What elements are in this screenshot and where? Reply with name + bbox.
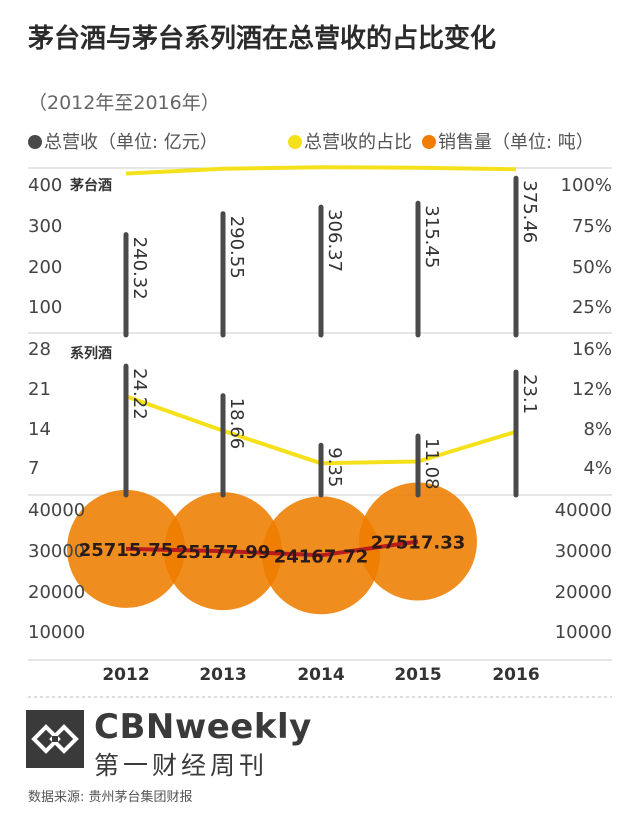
data-source: 数据来源: 贵州茅台集团财报 xyxy=(28,790,193,805)
panel0-right-tick-2: 50% xyxy=(572,257,612,278)
sales-value-label-2012: 25715.75 xyxy=(79,540,174,561)
panel0-label: 茅台酒 xyxy=(70,177,112,194)
panel0-value-label-2012: 240.32 xyxy=(129,237,150,300)
x-tick-2016: 2016 xyxy=(492,665,539,685)
panel1-value-label-2012: 24.22 xyxy=(129,368,150,420)
text-layer: 400 300 200 100 100% 75% 50% 25% 茅台酒 240.32 290.55… xyxy=(28,175,612,685)
panel0-value-label-2015: 315.45 xyxy=(421,205,442,268)
panel1-label: 系列酒 xyxy=(70,345,112,362)
chart-title: 茅台酒与茅台系列酒在总营收的占比变化 xyxy=(28,24,497,54)
sales-left-tick-3: 10000 xyxy=(28,622,85,643)
panel1-right-tick-0: 16% xyxy=(572,339,612,360)
sales-left-tick-1: 30000 xyxy=(28,541,85,562)
legend-label-share: 总营收的占比 xyxy=(304,132,412,153)
panel0-left-tick-3: 100 xyxy=(28,297,62,318)
panel1-left-tick-0: 28 xyxy=(28,339,51,360)
legend-dot-sales xyxy=(422,135,436,149)
legend-label-revenue: 总营收（单位: 亿元） xyxy=(44,132,218,153)
legend-dot-revenue xyxy=(28,135,42,149)
panel1-right-tick-1: 12% xyxy=(572,379,612,400)
legend-item-sales: 销售量（单位: 吨） xyxy=(422,128,594,154)
sales-left-tick-0: 40000 xyxy=(28,500,85,521)
legend-item-revenue: 总营收（单位: 亿元） xyxy=(28,128,218,154)
sales-right-tick-0: 40000 xyxy=(555,500,612,521)
sales-right-tick-3: 10000 xyxy=(555,622,612,643)
panel0-right-tick-0: 100% xyxy=(561,175,612,196)
panel1-left-tick-3: 7 xyxy=(28,458,39,479)
sales-right-tick-1: 30000 xyxy=(555,541,612,562)
cbn-logo-icon xyxy=(26,710,84,768)
panel0-right-tick-3: 25% xyxy=(572,297,612,318)
panel1-right-tick-3: 4% xyxy=(583,458,612,479)
sales-right-tick-2: 20000 xyxy=(555,582,612,603)
x-tick-2013: 2013 xyxy=(199,665,246,685)
panel1-value-label-2014: 9.35 xyxy=(324,447,345,487)
sales-value-label-2015: 27517.33 xyxy=(371,532,466,553)
panel1-right-tick-2: 8% xyxy=(583,419,612,440)
bar-layer xyxy=(123,175,519,498)
panel0-right-tick-1: 75% xyxy=(572,216,612,237)
legend-dot-share xyxy=(288,135,302,149)
panel1-value-label-2013: 18.66 xyxy=(226,398,247,450)
panel0-left-tick-1: 300 xyxy=(28,216,62,237)
panel0-left-tick-2: 200 xyxy=(28,257,62,278)
panel0-value-label-2013: 290.55 xyxy=(226,216,247,279)
legend-item-share: 总营收的占比 xyxy=(288,128,412,154)
brand-name-en: CBNweekly xyxy=(94,707,312,747)
sales-bubble-2015 xyxy=(359,482,477,601)
panel1-left-tick-2: 14 xyxy=(28,419,51,440)
sales-left-tick-2: 20000 xyxy=(28,582,85,603)
legend-label-sales: 销售量（单位: 吨） xyxy=(438,132,594,153)
panel0-value-label-2014: 306.37 xyxy=(324,209,345,272)
panel1-value-label-2016: 23.1 xyxy=(519,374,540,414)
panel1-left-tick-1: 21 xyxy=(28,379,51,400)
chart-subtitle: （2012年至2016年） xyxy=(28,92,220,114)
sales-value-label-2013: 25177.99 xyxy=(176,542,271,563)
x-tick-2014: 2014 xyxy=(297,665,344,685)
bubble-layer xyxy=(67,482,477,615)
sales-value-label-2014: 24167.72 xyxy=(274,546,369,567)
panel0-share-line xyxy=(125,165,517,176)
panel1-value-label-2015: 11.08 xyxy=(421,438,442,490)
x-tick-2015: 2015 xyxy=(394,665,441,685)
panel0-left-tick-0: 400 xyxy=(28,175,62,196)
sales-line xyxy=(125,539,419,558)
panel0-value-label-2016: 375.46 xyxy=(519,180,540,243)
brand-name-cn: 第一财经周刊 xyxy=(94,751,269,780)
x-tick-2012: 2012 xyxy=(102,665,149,685)
